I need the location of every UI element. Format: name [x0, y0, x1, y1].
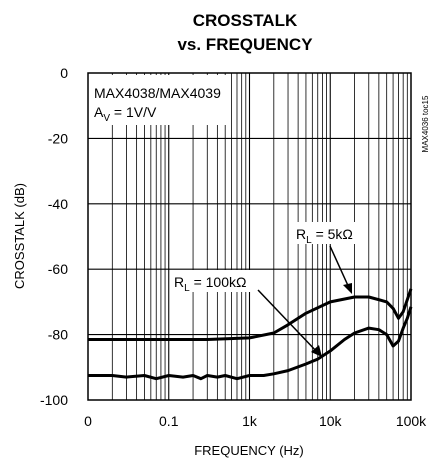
chart-title-line1: CROSSTALK: [193, 11, 298, 30]
x-tick-labels: 0 0.1 1k 10k 100k: [84, 413, 427, 429]
x-tick-label: 1k: [242, 413, 258, 429]
x-tick-label: 100k: [396, 413, 427, 429]
y-tick-label: -80: [48, 327, 68, 343]
arrow-5k-head: [343, 283, 352, 294]
x-tick-label: 0: [84, 413, 92, 429]
y-tick-label: 0: [60, 65, 68, 81]
arrow-5k-line: [330, 246, 350, 290]
x-tick-label: 0.1: [159, 413, 179, 429]
y-tick-label: -40: [48, 196, 68, 212]
chart-title-line2: vs. FREQUENCY: [177, 35, 313, 54]
x-tick-label: 10k: [319, 413, 343, 429]
y-tick-label: -100: [40, 392, 68, 408]
part-annotation: MAX4038/MAX4039: [94, 85, 221, 101]
y-axis-label: CROSSTALK (dB): [12, 183, 27, 289]
y-tick-labels: 0 -20 -40 -60 -80 -100: [40, 65, 68, 408]
x-axis-label: FREQUENCY (Hz): [194, 443, 304, 458]
y-tick-label: -60: [48, 261, 68, 277]
y-tick-label: -20: [48, 130, 68, 146]
chart-code-label: MAX4036 toc15: [421, 95, 430, 152]
